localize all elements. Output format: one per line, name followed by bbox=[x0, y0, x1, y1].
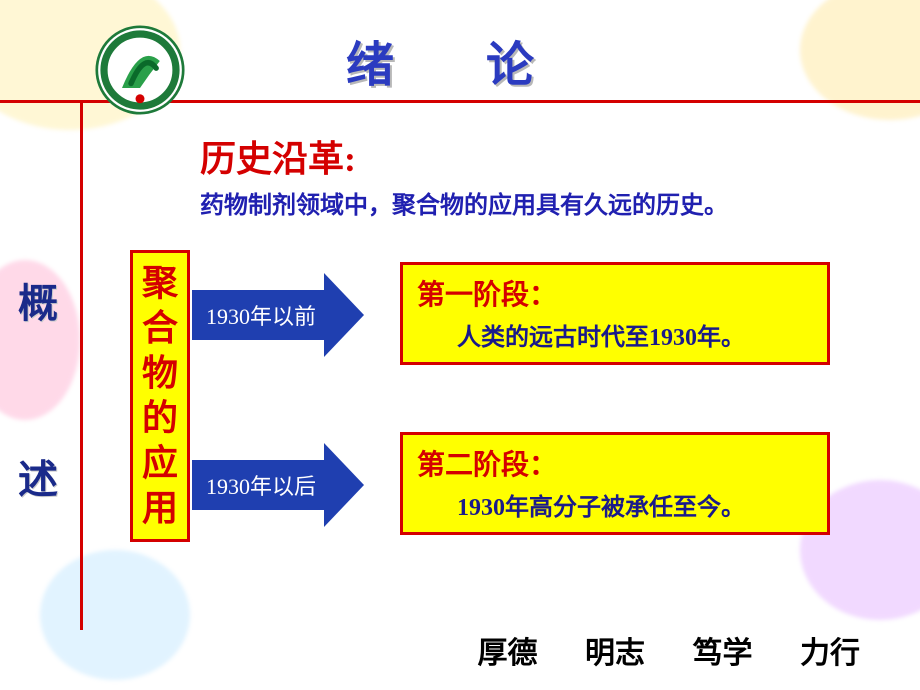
stage-2-box: 第二阶段： 1930年高分子被承任至今。 bbox=[400, 432, 830, 535]
section-subtitle: 历史沿革: bbox=[200, 130, 356, 182]
side-heading: 概 述 bbox=[18, 260, 58, 524]
arrow-stage-1: 1930年以前 bbox=[192, 290, 364, 340]
arrow-stage-2: 1930年以后 bbox=[192, 460, 364, 510]
arrow-label: 1930年以后 bbox=[192, 460, 324, 510]
title-text: 绪 论 bbox=[346, 39, 574, 92]
motto-word: 笃学 bbox=[693, 637, 753, 670]
stage-2-body: 1930年高分子被承任至今。 bbox=[457, 487, 813, 522]
vertical-divider bbox=[80, 100, 83, 630]
vertical-topic-box: 聚合物的应用 bbox=[130, 250, 190, 542]
side-heading-text: 概 述 bbox=[18, 281, 58, 502]
footer-motto: 厚德 明志 笃学 力行 bbox=[458, 628, 881, 672]
arrow-label: 1930年以前 bbox=[192, 290, 324, 340]
arrow-head-icon bbox=[324, 443, 364, 527]
arrow-head-icon bbox=[324, 273, 364, 357]
motto-word: 力行 bbox=[800, 637, 860, 670]
motto-word: 厚德 bbox=[478, 637, 538, 670]
stage-1-title: 第一阶段： bbox=[417, 273, 813, 313]
stage-1-box: 第一阶段： 人类的远古时代至1930年。 bbox=[400, 262, 830, 365]
stage-1-body: 人类的远古时代至1930年。 bbox=[457, 317, 813, 352]
motto-word: 明志 bbox=[585, 637, 645, 670]
blob bbox=[40, 550, 190, 680]
intro-text: 药物制剂领域中，聚合物的应用具有久远的历史。 bbox=[200, 185, 728, 220]
stage-2-title: 第二阶段： bbox=[417, 443, 813, 483]
vertical-topic-text: 聚合物的应用 bbox=[142, 263, 178, 528]
college-logo bbox=[95, 25, 185, 115]
